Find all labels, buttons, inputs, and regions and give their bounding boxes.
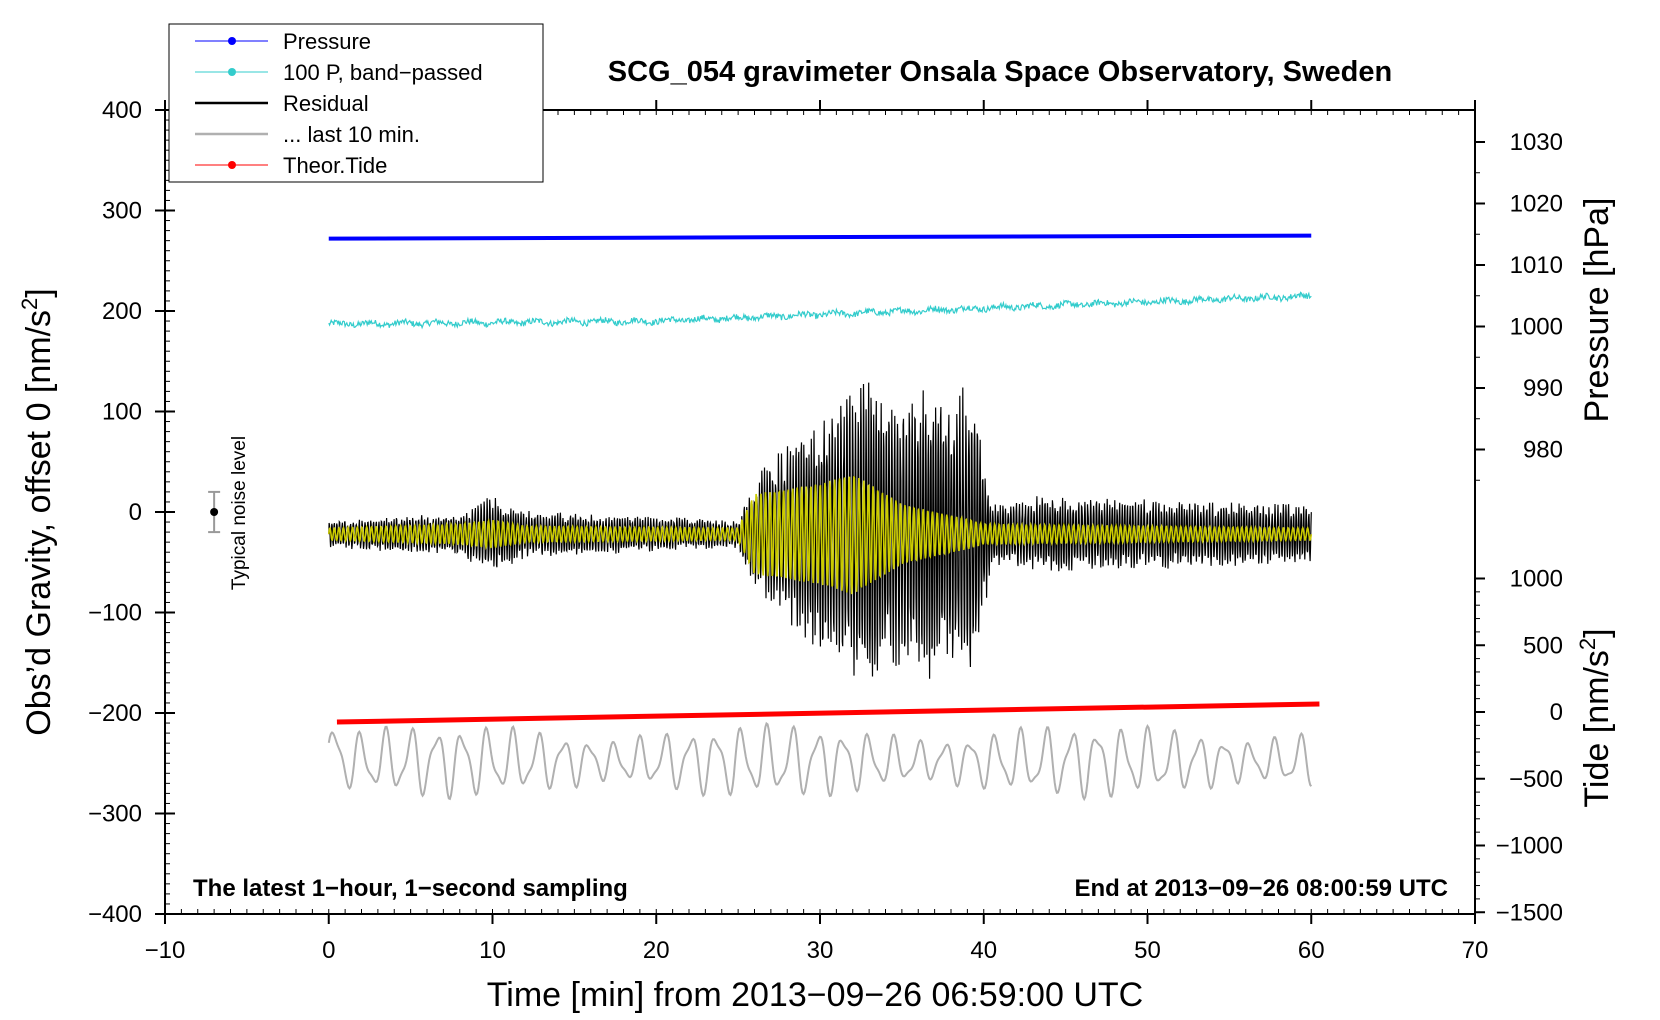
tide-tick-label: −1500	[1496, 899, 1563, 926]
tide-axis-label-sup: 2	[1575, 638, 1600, 650]
band-passed-residual-series	[328, 476, 1313, 595]
band-passed-pressure-line	[328, 291, 1312, 330]
legend-swatch-marker	[228, 161, 236, 169]
tide-axis-label-close: ]	[1578, 628, 1616, 637]
tide-tick-label: 1000	[1510, 566, 1563, 593]
annotation-right: End at 2013−09−26 08:00:59 UTC	[1074, 875, 1448, 902]
chart-title: SCG_054 gravimeter Onsala Space Observat…	[608, 56, 1392, 88]
tide-tick-label: −1000	[1496, 833, 1563, 860]
last-10-min-line	[327, 721, 1313, 802]
noise-level-label: Typical noise level	[229, 436, 250, 590]
noise-level-bar	[208, 490, 221, 534]
pressure-tick-label: 990	[1523, 375, 1563, 402]
theoretical-tide-series	[336, 701, 1320, 725]
legend-label: ... last 10 min.	[283, 122, 420, 147]
y-left-tick-label: 200	[102, 298, 142, 325]
pressure-tick-label: 980	[1523, 437, 1563, 464]
x-tick-label: 40	[970, 937, 997, 964]
residual-line	[328, 382, 1312, 679]
y-left-tick-label: −100	[88, 600, 142, 627]
x-tick-label: 20	[643, 937, 670, 964]
tide-axis-label: Tide [nm/s2]	[1575, 628, 1616, 807]
x-tick-label: 30	[807, 937, 834, 964]
x-tick-label: 70	[1462, 937, 1489, 964]
noise-bar-point	[210, 508, 219, 516]
y-axis-left-label-text: Obs’d Gravity, offset 0 [nm/s	[20, 310, 58, 736]
y-left-tick-label: 100	[102, 399, 142, 426]
x-tick-label: 50	[1134, 937, 1161, 964]
y-axis-left-label-close: ]	[20, 288, 58, 297]
tide-tick-label: 0	[1550, 699, 1563, 726]
pressure-axis-label: Pressure [hPa]	[1578, 198, 1616, 423]
y-left-tick-label: −400	[88, 901, 142, 928]
pressure-tick-label: 1030	[1510, 129, 1563, 156]
y-axis-left-label-sup: 2	[17, 298, 42, 310]
y-left-tick-label: 0	[129, 499, 142, 526]
y-axis-left-label: Obs’d Gravity, offset 0 [nm/s2]	[17, 288, 58, 735]
band-passed-pressure-series	[328, 291, 1312, 330]
pressure-tick-label: 1020	[1510, 191, 1563, 218]
legend-label: 100 P, band−passed	[283, 60, 483, 85]
y-left-tick-label: −200	[88, 700, 142, 727]
tide-tick-label: −500	[1509, 766, 1563, 793]
pressure-tick-label: 1010	[1510, 252, 1563, 279]
pressure-line	[328, 233, 1312, 241]
y-axis-left-ticks: 400 300 200 100 0 −100 −200 −300 −400	[88, 97, 175, 928]
tide-axis-label-text: Tide [nm/s	[1578, 650, 1616, 807]
legend-label: Theor.Tide	[283, 153, 387, 178]
tide-axis-ticks: 1000 500 0 −500 −1000 −1500	[1475, 566, 1563, 926]
pressure-axis-ticks: 1030 1020 1010 1000 990 980	[1475, 129, 1563, 481]
y-left-tick-label: −300	[88, 801, 142, 828]
x-tick-label: 60	[1298, 937, 1325, 964]
tide-tick-label: 500	[1523, 632, 1563, 659]
pressure-tick-label: 1000	[1510, 314, 1563, 341]
y-left-tick-label: 400	[102, 97, 142, 124]
last-10-min-series	[327, 721, 1313, 802]
legend: Pressure 100 P, band−passed Residual ... la…	[168, 23, 544, 183]
x-axis-ticks: −10 0 10 20 30 40 50 60 70	[145, 100, 1489, 964]
y-left-tick-label: 300	[102, 198, 142, 225]
pressure-series	[328, 233, 1312, 241]
legend-swatch-marker	[228, 37, 236, 45]
theoretical-tide-line	[336, 701, 1320, 725]
legend-label: Residual	[283, 91, 369, 116]
x-axis-label: Time [min] from 2013−09−26 06:59:00 UTC	[487, 976, 1143, 1014]
x-tick-label: −10	[145, 937, 186, 964]
x-tick-label: 10	[479, 937, 506, 964]
legend-label: Pressure	[283, 29, 371, 54]
residual-series	[328, 382, 1312, 679]
x-tick-label: 0	[322, 937, 335, 964]
band-passed-residual-line	[328, 476, 1313, 595]
annotation-left: The latest 1−hour, 1−second sampling	[193, 875, 628, 902]
legend-swatch-marker	[228, 68, 236, 76]
